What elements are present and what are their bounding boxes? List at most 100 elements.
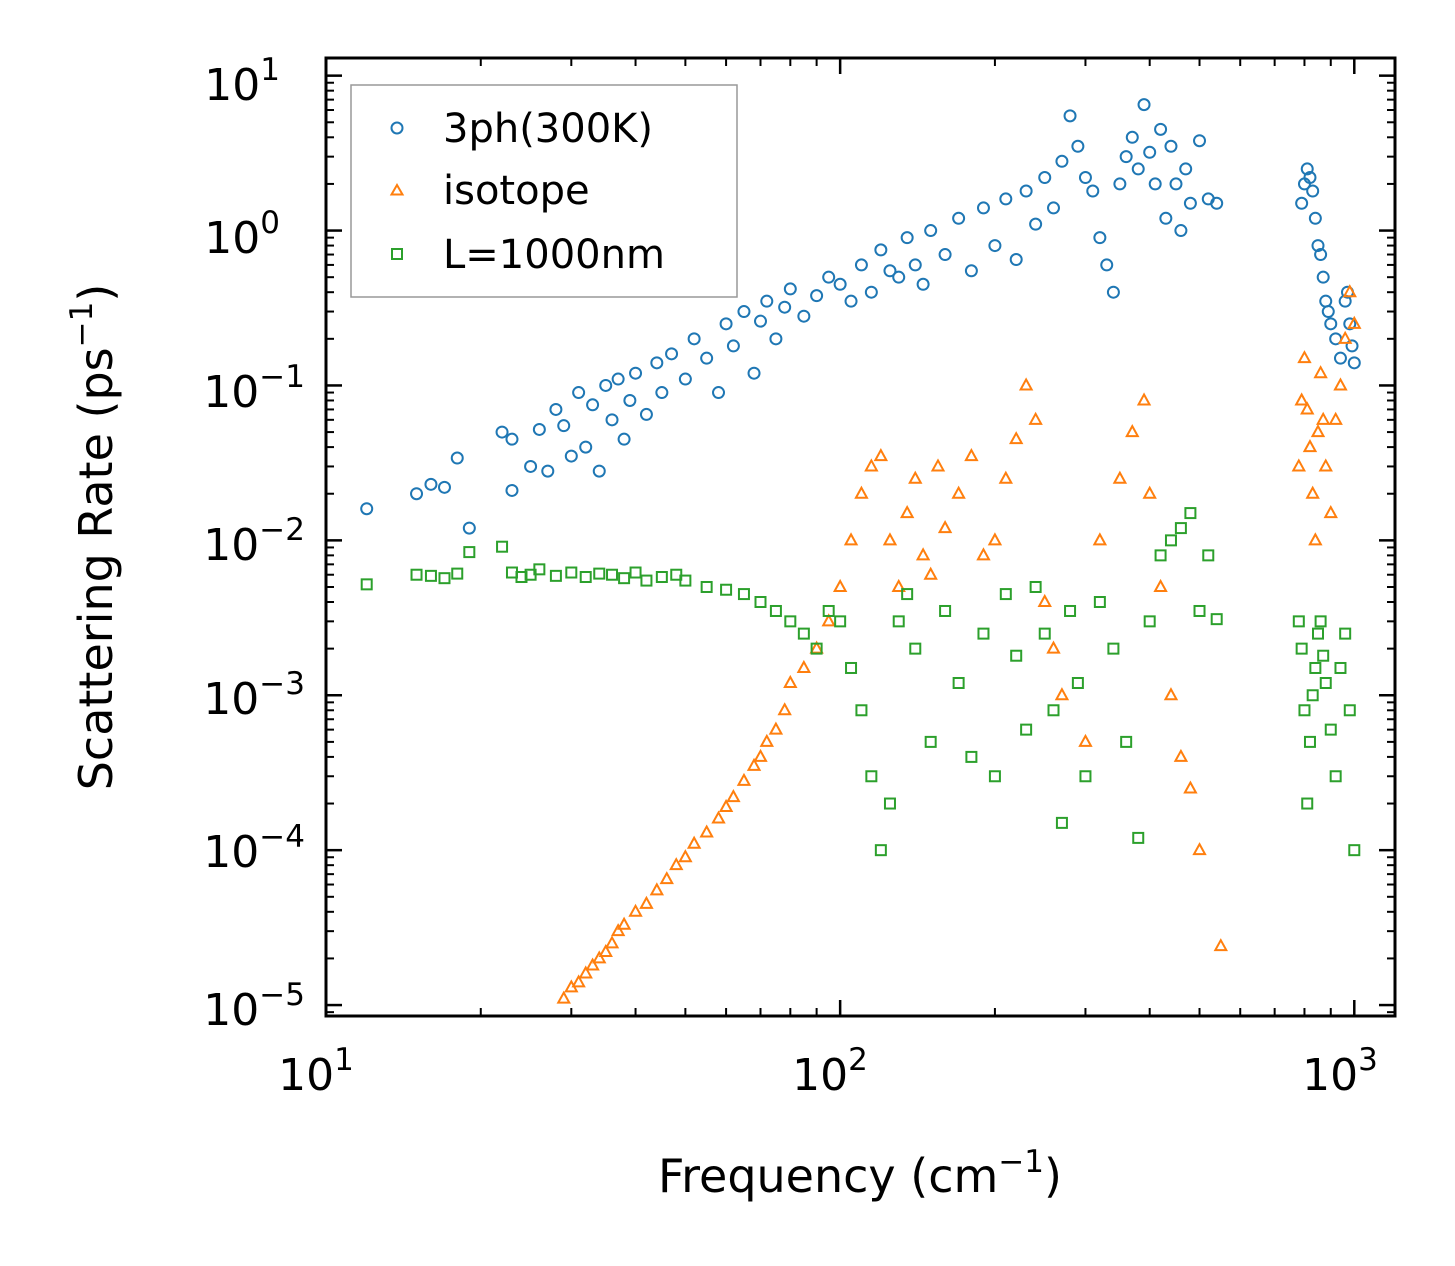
- x-tick-labels: 101 102 103: [278, 1042, 1378, 1101]
- data-point-circle: [797, 309, 811, 323]
- data-point-square: [565, 566, 578, 579]
- data-point-triangle: [699, 824, 714, 838]
- data-point-circle: [833, 277, 847, 291]
- data-point-square: [1292, 615, 1305, 628]
- data-point-triangle: [1323, 505, 1338, 519]
- data-point-triangle: [1163, 687, 1179, 701]
- data-point-square: [451, 567, 464, 580]
- x-axis-label: Frequency (cm−1): [658, 1144, 1062, 1203]
- data-point-square: [720, 583, 733, 596]
- data-point-triangle: [1054, 687, 1070, 701]
- data-point-square: [463, 546, 476, 559]
- data-point-square: [360, 578, 373, 591]
- data-point-circle: [760, 294, 774, 308]
- data-point-triangle: [923, 566, 938, 580]
- data-point-triangle: [1183, 780, 1198, 794]
- data-point-triangle: [598, 943, 613, 958]
- data-point-square: [1071, 676, 1084, 689]
- data-point-triangle: [1112, 470, 1128, 484]
- data-point-circle: [1019, 184, 1033, 198]
- data-point-triangle: [1078, 733, 1093, 747]
- data-point-square: [1324, 723, 1337, 736]
- data-point-circle: [1169, 177, 1183, 191]
- data-point-triangle: [759, 733, 774, 747]
- data-point-circle: [1174, 224, 1188, 238]
- data-point-circle: [1324, 317, 1338, 331]
- data-point-triangle: [711, 810, 726, 824]
- data-point-triangle: [796, 659, 812, 673]
- data-point-triangle: [556, 990, 571, 1004]
- data-point-triangle: [915, 547, 931, 561]
- data-point-triangle: [1300, 401, 1315, 415]
- data-point-square: [496, 540, 509, 553]
- data-point-square: [410, 568, 423, 581]
- data-point-circle: [1148, 177, 1162, 191]
- data-point-circle: [783, 282, 797, 296]
- data-point-square: [797, 627, 810, 640]
- data-point-triangle: [854, 485, 869, 499]
- data-point-square: [1329, 770, 1342, 783]
- data-point-circle: [1345, 339, 1359, 353]
- data-point-circle: [1131, 162, 1145, 176]
- data-point-triangle: [873, 448, 889, 462]
- data-point-circle: [1154, 122, 1168, 136]
- data-point-square: [924, 735, 937, 748]
- data-marks: [360, 98, 1362, 1004]
- data-point-triangle: [821, 613, 836, 627]
- data-point-circle: [1038, 171, 1052, 185]
- y-tick-label-1e-1: 10−1: [203, 359, 305, 418]
- data-point-triangle: [930, 458, 946, 472]
- data-point-circle: [1078, 171, 1092, 185]
- legend-label-3ph: 3ph(300K): [443, 106, 653, 152]
- data-point-square: [883, 797, 896, 810]
- data-point-triangle: [1046, 640, 1061, 654]
- data-point-triangle: [585, 957, 600, 971]
- data-point-circle: [1159, 211, 1173, 225]
- legend: 3ph(300K) isotope L=1000nm: [350, 84, 738, 298]
- data-point-circle: [1009, 253, 1023, 267]
- data-point-triangle: [1342, 284, 1357, 298]
- data-point-circle: [1311, 239, 1325, 253]
- data-point-triangle: [777, 702, 792, 716]
- data-point-triangle: [1136, 392, 1152, 406]
- data-point-triangle: [1153, 578, 1168, 592]
- data-point-square: [1055, 816, 1068, 829]
- data-point-circle: [617, 432, 631, 446]
- data-point-circle: [1303, 171, 1317, 185]
- data-point-triangle: [998, 470, 1014, 484]
- data-point-circle: [700, 351, 714, 365]
- data-point-triangle: [1305, 485, 1320, 499]
- data-point-triangle: [616, 916, 632, 930]
- data-point-circle: [1333, 351, 1347, 365]
- data-point-circle: [864, 285, 878, 299]
- data-point-circle: [611, 372, 625, 386]
- data-point-triangle: [1297, 350, 1312, 364]
- data-point-triangle: [1028, 411, 1043, 425]
- data-point-triangle: [571, 974, 586, 988]
- data-point-square: [1143, 615, 1156, 628]
- data-point-square: [579, 571, 592, 584]
- data-point-circle: [1029, 217, 1043, 231]
- data-point-triangle: [1315, 411, 1331, 425]
- data-point-square: [1309, 661, 1322, 674]
- data-point-square: [1295, 642, 1308, 655]
- data-point-circle: [854, 258, 868, 272]
- data-point-square: [754, 596, 767, 609]
- data-point-square: [1339, 627, 1352, 640]
- data-point-circle: [900, 231, 914, 245]
- data-point-square: [1334, 661, 1347, 674]
- data-point-square: [1317, 649, 1330, 662]
- data-point-square: [855, 704, 868, 717]
- data-point-triangle: [1328, 411, 1343, 425]
- data-point-square: [606, 568, 619, 581]
- data-point-triangle: [1037, 593, 1052, 607]
- y-tick-label-1e0: 100: [204, 205, 280, 264]
- data-point-triangle: [768, 721, 784, 735]
- data-point-triangle: [864, 458, 879, 472]
- data-point-circle: [532, 422, 546, 436]
- data-point-circle: [844, 294, 858, 308]
- legend-marker-isotope: [389, 183, 405, 196]
- data-point-circle: [908, 258, 922, 272]
- data-point-square: [640, 574, 653, 587]
- data-point-square: [533, 563, 546, 576]
